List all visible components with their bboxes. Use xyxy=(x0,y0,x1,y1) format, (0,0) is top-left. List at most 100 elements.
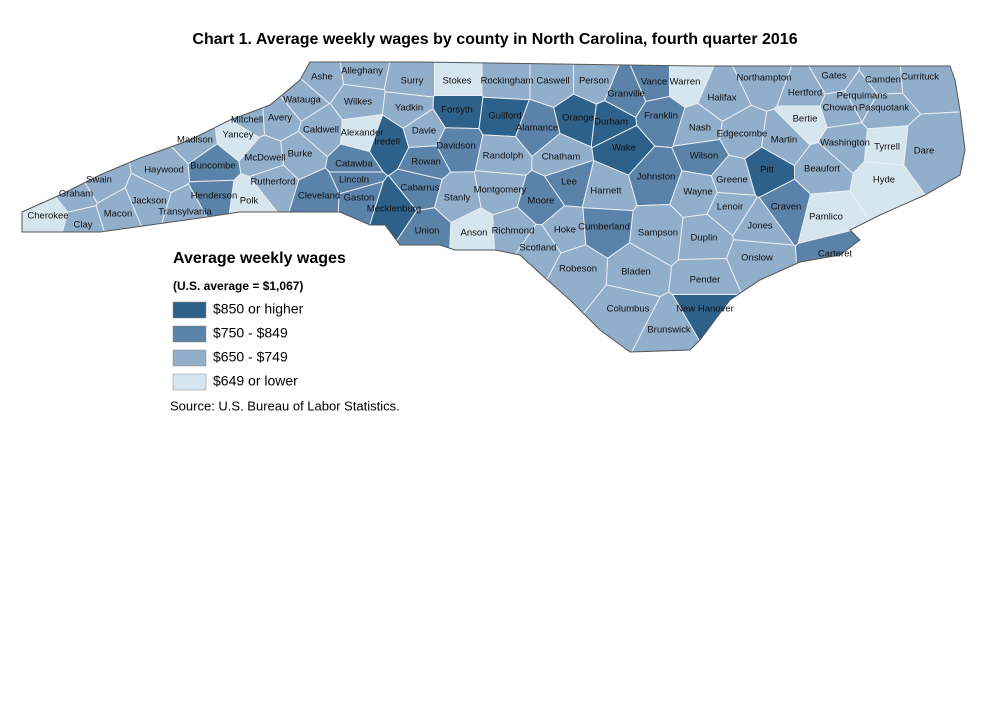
county-label: Cabarrus xyxy=(400,183,439,194)
county-label: Caswell xyxy=(536,76,569,87)
county-label: Avery xyxy=(268,113,292,124)
county-label: Harnett xyxy=(590,186,622,197)
county-area xyxy=(434,62,483,96)
county-label: Cleveland xyxy=(298,191,340,202)
county-label: Duplin xyxy=(691,233,718,244)
county-label: Washington xyxy=(820,138,870,149)
county-label: Beaufort xyxy=(804,164,840,175)
county-label: Davidson xyxy=(436,141,476,152)
county-label: Columbus xyxy=(607,304,650,315)
legend: $850 or higher $750 - $849 $650 - $749 $649… xyxy=(172,301,304,391)
county-label: Gaston xyxy=(344,193,375,204)
county-label: Rutherford xyxy=(251,177,296,188)
county-label: Durham xyxy=(594,117,628,128)
county-label: Granville xyxy=(607,89,645,100)
county-label: Nash xyxy=(689,123,711,134)
legend-subtitle: (U.S. average = $1,067) xyxy=(173,279,303,293)
county-label: Forsyth xyxy=(441,105,473,116)
county-label: Brunswick xyxy=(647,325,691,336)
county-label: Mecklenburg xyxy=(367,204,421,215)
county-area xyxy=(529,62,574,109)
county-label: Davie xyxy=(412,126,436,137)
legend-title: Average weekly wages xyxy=(173,250,346,267)
county-label: Randolph xyxy=(483,151,524,162)
legend-label: $649 or lower xyxy=(213,373,298,389)
county-label: Transylvania xyxy=(158,207,212,218)
county-area xyxy=(22,124,69,352)
county-label: Watauga xyxy=(283,95,321,106)
county-label: Franklin xyxy=(644,111,678,122)
county-label: Dare xyxy=(914,146,935,157)
county-label: Buncombe xyxy=(190,161,235,172)
county-label: Catawba xyxy=(335,159,373,170)
state-outline xyxy=(21,61,966,353)
county-label: Burke xyxy=(288,149,313,160)
county-label: Pender xyxy=(690,275,721,286)
county-label: Haywood xyxy=(144,165,184,176)
county-label: Hertford xyxy=(788,88,822,99)
county-label: Stokes xyxy=(442,76,471,87)
county-label: Yadkin xyxy=(395,103,423,114)
county-label: Carteret xyxy=(818,249,853,260)
county-area xyxy=(616,291,724,352)
county-label: Graham xyxy=(59,189,93,200)
county-label: Jackson xyxy=(132,196,167,207)
county-label: Cherokee xyxy=(27,211,68,222)
county-area xyxy=(529,284,661,352)
county-label: Wake xyxy=(612,143,636,154)
county-label: Johnston xyxy=(637,172,676,183)
county-label: Martin xyxy=(771,135,797,146)
county-label: Wilson xyxy=(690,151,719,162)
county-label: Guilford xyxy=(488,111,521,122)
county-label: Ashe xyxy=(311,72,333,83)
map-title: Chart 1. Average weekly wages by county … xyxy=(192,31,797,48)
legend-label: $750 - $849 xyxy=(213,325,288,341)
legend-swatch xyxy=(172,349,207,367)
county-label: Anson xyxy=(461,228,488,239)
county-label: Northampton xyxy=(737,73,792,84)
county-label: Halifax xyxy=(707,93,736,104)
county-label: Person xyxy=(579,76,609,87)
county-label: Orange xyxy=(562,113,594,124)
county-label: Jones xyxy=(747,221,773,232)
county-label: Alexander xyxy=(341,128,384,139)
county-label: Robeson xyxy=(559,264,597,275)
county-label: Yancey xyxy=(223,130,254,141)
county-label: Polk xyxy=(240,196,259,207)
county-label: Wilkes xyxy=(344,97,372,108)
county-label: Alleghany xyxy=(341,66,383,77)
county-label: Swain xyxy=(86,175,112,186)
county-label: Union xyxy=(415,226,440,237)
county-label: Bertie xyxy=(793,114,818,125)
county-label: Caldwell xyxy=(303,125,339,136)
county-label: Chatham xyxy=(542,152,581,163)
county-label: Madison xyxy=(177,135,213,146)
county-area xyxy=(22,62,98,213)
source-note: Source: U.S. Bureau of Labor Statistics. xyxy=(170,398,400,413)
county-label: Camden xyxy=(865,75,901,86)
county-label: Macon xyxy=(104,209,133,220)
legend-label: $850 or higher xyxy=(213,301,304,317)
county-label: Montgomery xyxy=(474,185,527,196)
county-label: New Hanover xyxy=(676,304,734,315)
county-label: Rockingham xyxy=(481,76,534,87)
county-label: Surry xyxy=(401,76,424,87)
county-label: Chowan xyxy=(823,103,858,114)
county-label: Pitt xyxy=(760,165,774,176)
county-label: Clay xyxy=(73,220,92,231)
county-label: Rowan xyxy=(411,157,441,168)
county-label: Lee xyxy=(561,177,577,188)
county-area xyxy=(383,62,435,98)
county-label: Perquimans xyxy=(837,91,888,102)
county-label: Greene xyxy=(716,175,748,186)
legend-swatch xyxy=(172,301,207,319)
county-area xyxy=(481,62,531,101)
county-label: McDowell xyxy=(244,153,285,164)
legend-swatch xyxy=(172,373,207,391)
county-label: Onslow xyxy=(741,253,773,264)
county-label: Hoke xyxy=(554,225,576,236)
county-label: Vance xyxy=(641,77,667,88)
legend-swatch xyxy=(172,325,207,343)
county-label: Richmond xyxy=(492,226,535,237)
